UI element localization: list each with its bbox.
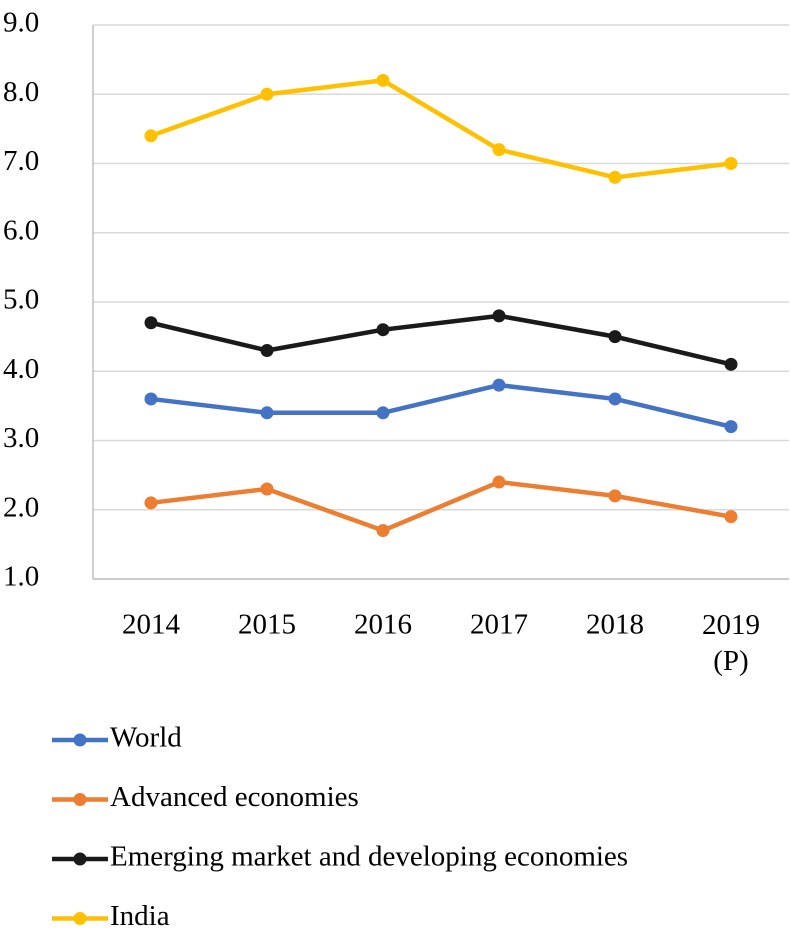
- data-point: [260, 87, 274, 101]
- data-point: [260, 406, 274, 420]
- data-point: [144, 316, 158, 330]
- x-tick-label: 2017: [470, 609, 528, 641]
- data-point: [144, 129, 158, 143]
- data-point: [724, 510, 738, 524]
- data-point: [724, 420, 738, 434]
- data-point: [492, 143, 506, 157]
- y-tick-label: 7.0: [3, 145, 39, 177]
- legend-label: Emerging market and developing economies: [110, 841, 628, 873]
- legend-marker: [73, 793, 87, 806]
- x-tick-label: 2014: [122, 609, 181, 641]
- legend-marker: [73, 733, 87, 747]
- y-tick-label: 3.0: [3, 422, 39, 454]
- data-point: [144, 496, 158, 510]
- legend-label: India: [110, 900, 170, 932]
- x-tick-label: 2016: [354, 609, 412, 641]
- x-tick-label: 2018: [586, 609, 644, 641]
- data-point: [724, 357, 738, 371]
- data-point: [260, 482, 274, 496]
- data-point: [608, 330, 622, 344]
- data-point: [144, 392, 158, 406]
- series-line: [150, 78, 732, 180]
- legend-label: World: [110, 722, 182, 754]
- data-point: [260, 343, 274, 357]
- data-point: [608, 170, 622, 184]
- data-point: [376, 323, 390, 337]
- data-point: [608, 489, 622, 503]
- y-tick-label: 9.0: [3, 7, 39, 39]
- data-point: [376, 73, 390, 87]
- y-tick-label: 4.0: [3, 353, 39, 385]
- y-tick-label: 5.0: [3, 284, 39, 316]
- y-tick-label: 6.0: [3, 214, 39, 246]
- legend-marker: [73, 912, 87, 925]
- series-line: [150, 313, 732, 367]
- y-tick-label: 1.0: [3, 561, 39, 593]
- x-tick-label: 2015: [238, 609, 296, 641]
- legend-label: Advanced economies: [110, 781, 359, 813]
- data-point: [492, 475, 506, 489]
- data-point: [492, 309, 506, 323]
- series-line: [150, 382, 732, 429]
- data-point: [724, 157, 738, 170]
- y-tick-label: 2.0: [3, 491, 39, 523]
- data-point: [376, 524, 390, 538]
- legend-marker: [73, 852, 87, 866]
- y-tick-label: 8.0: [3, 76, 39, 108]
- data-point: [608, 392, 622, 406]
- x-tick-label: 2019 (P): [702, 609, 760, 677]
- series-line: [150, 479, 732, 533]
- data-point: [376, 406, 390, 420]
- data-point: [492, 378, 506, 392]
